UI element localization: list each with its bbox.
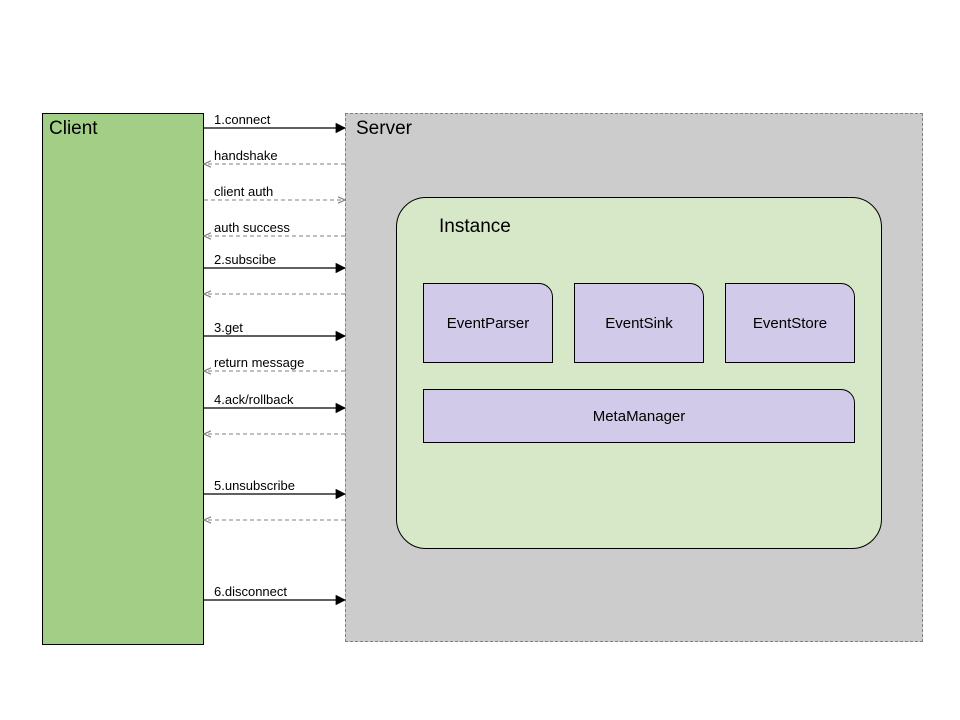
- eventparser-label: EventParser: [447, 315, 530, 332]
- arrow-label-get: 3.get: [214, 320, 243, 335]
- arrow-label-clientauth: client auth: [214, 184, 273, 199]
- diagram-canvas: Client Server Instance EventParser Event…: [0, 0, 960, 720]
- eventstore-label: EventStore: [753, 315, 827, 332]
- eventsink-box: EventSink: [574, 283, 704, 363]
- arrow-label-authsuccess: auth success: [214, 220, 290, 235]
- client-box: Client: [42, 113, 204, 645]
- server-label: Server: [356, 118, 412, 140]
- eventstore-box: EventStore: [725, 283, 855, 363]
- eventparser-box: EventParser: [423, 283, 553, 363]
- arrow-label-returnmsg: return message: [214, 355, 304, 370]
- client-label: Client: [49, 118, 98, 140]
- instance-box: Instance: [396, 197, 882, 549]
- instance-label: Instance: [439, 216, 511, 238]
- arrow-label-subscribe: 2.subscibe: [214, 252, 276, 267]
- arrow-label-handshake: handshake: [214, 148, 278, 163]
- arrow-label-unsubscribe: 5.unsubscribe: [214, 478, 295, 493]
- arrow-label-ack: 4.ack/rollback: [214, 392, 293, 407]
- arrow-label-disconnect: 6.disconnect: [214, 584, 287, 599]
- arrow-label-connect: 1.connect: [214, 112, 270, 127]
- metamanager-label: MetaManager: [593, 408, 686, 425]
- eventsink-label: EventSink: [605, 315, 673, 332]
- metamanager-box: MetaManager: [423, 389, 855, 443]
